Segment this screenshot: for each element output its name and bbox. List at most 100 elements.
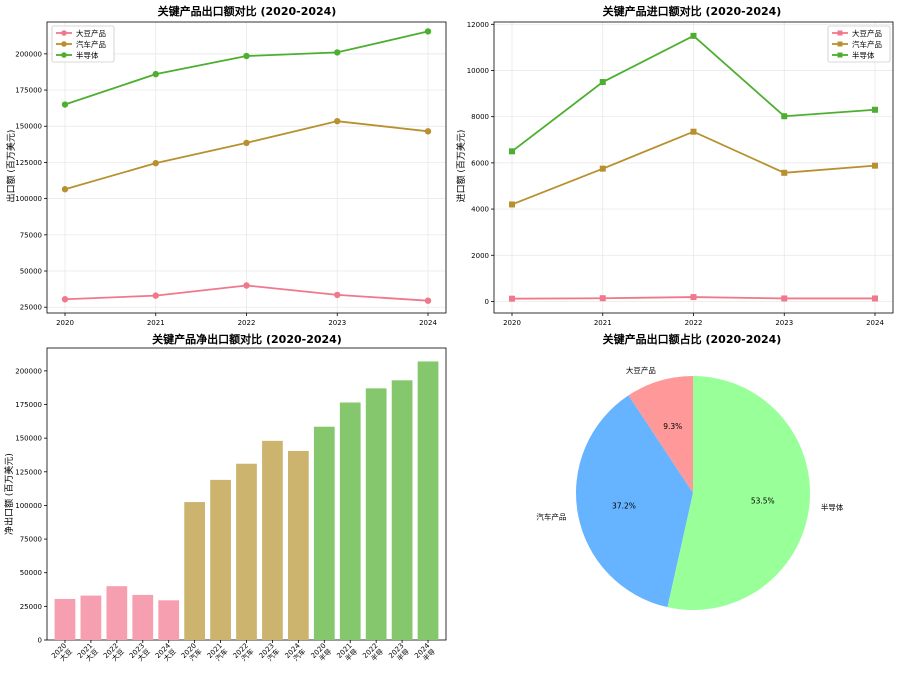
data-point [334, 117, 341, 125]
y-tick-label: 125000 [15, 159, 42, 167]
data-point [872, 162, 878, 169]
y-tick-label: 100000 [15, 502, 42, 510]
y-tick-label: 4000 [471, 206, 489, 214]
x-tick-label: 2024 [419, 319, 437, 327]
data-point [690, 32, 697, 39]
pie-slice-label: 汽车产品 [536, 511, 566, 521]
bar [132, 594, 154, 640]
legend-box [827, 25, 891, 63]
data-point [61, 101, 69, 108]
bar [313, 426, 335, 640]
y-tick-label: 0 [38, 637, 42, 645]
data-point [243, 52, 250, 60]
y-tick-label: 150000 [15, 123, 42, 131]
bar [417, 361, 439, 640]
data-point [424, 297, 432, 304]
data-point [872, 106, 878, 113]
y-tick-label: 125000 [15, 468, 42, 476]
pie-slice-label: 半导体 [821, 502, 844, 512]
data-point [781, 113, 788, 120]
legend-box [51, 25, 115, 63]
y-axis-label: 出口额 (百万美元) [5, 130, 17, 203]
y-tick-label: 175000 [15, 401, 42, 409]
x-tick-label: 2020 [56, 319, 74, 327]
data-point [152, 292, 159, 299]
chart-title: 关键产品进口额对比 (2020-2024) [603, 4, 782, 18]
data-point [599, 79, 606, 86]
data-point [424, 128, 432, 135]
legend-swatch-marker [837, 30, 843, 36]
bar [184, 502, 206, 640]
bar [54, 598, 76, 640]
y-tick-label: 100000 [15, 195, 42, 203]
data-point [599, 295, 606, 302]
y-tick-label: 200000 [15, 50, 42, 58]
export-share-pie-chart: 关键产品出口额占比 (2020-2024) 9.3% 大豆产品 37.2% 汽车产品 5… [536, 332, 844, 610]
pie-slice [576, 395, 693, 608]
pie-percent-label: 9.3% [663, 422, 682, 431]
net-export-bar-chart: 关键产品净出口额对比 (2020-2024) 净出口额 (百万美元) 0 2500… [3, 332, 447, 663]
legend-label: 大豆产品 [76, 28, 106, 38]
pie-slice [628, 376, 693, 493]
legend-swatch-marker [61, 30, 67, 36]
data-point [243, 282, 250, 289]
legend-label: 半导体 [852, 50, 875, 60]
data-point [152, 70, 159, 78]
bar [391, 380, 413, 640]
data-point [61, 186, 69, 193]
x-tick-label: 2020 [503, 319, 521, 327]
y-tick-label: 150000 [15, 435, 42, 443]
legend-label: 半导体 [76, 50, 99, 60]
legend-label: 汽车产品 [76, 39, 106, 49]
data-point [509, 148, 515, 155]
x-tick-label: 2023 [328, 319, 346, 327]
data-point [872, 295, 878, 302]
data-point [781, 295, 788, 302]
data-point [334, 49, 341, 56]
y-tick-label: 2000 [471, 252, 489, 260]
y-tick-label: 75000 [20, 536, 42, 544]
bar [365, 388, 387, 640]
y-tick-label: 8000 [471, 113, 489, 121]
bar [236, 463, 257, 640]
y-axis-label: 净出口额 (百万美元) [3, 453, 15, 535]
y-tick-label: 6000 [471, 159, 489, 167]
y-tick-label: 25000 [20, 304, 42, 312]
data-point [509, 295, 515, 302]
bar [158, 600, 180, 640]
bar [339, 402, 361, 640]
x-tick-label: 2024 [866, 319, 884, 327]
y-tick-label: 12000 [467, 21, 489, 29]
y-tick-label: 50000 [20, 569, 42, 577]
pie-percent-label: 53.5% [751, 497, 775, 506]
y-tick-label: 10000 [467, 67, 489, 75]
legend-label: 大豆产品 [852, 28, 882, 38]
x-tick-label: 2021 [594, 319, 612, 327]
data-point [424, 28, 432, 35]
data-point [334, 291, 341, 299]
data-point [690, 128, 697, 135]
import-line-chart: 关键产品进口额对比 (2020-2024) 进口额 (百万美元) 2020 202… [455, 4, 894, 327]
bar [287, 450, 309, 640]
y-axis-label: 进口额 (百万美元) [455, 130, 467, 203]
legend-swatch-marker [61, 41, 67, 47]
legend-swatch-marker [61, 52, 67, 58]
data-point [243, 139, 250, 147]
data-point [61, 296, 69, 303]
chart-title: 关键产品净出口额对比 (2020-2024) [152, 332, 342, 346]
chart-title: 关键产品出口额占比 (2020-2024) [603, 332, 782, 346]
